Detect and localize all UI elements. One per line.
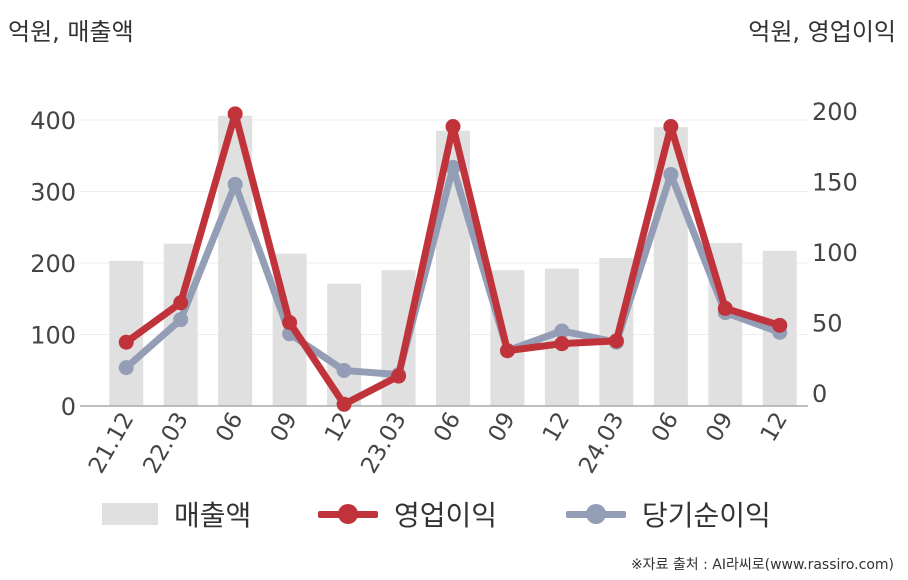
net-income-point xyxy=(118,360,134,376)
left-axis-tick-label: 400 xyxy=(30,107,76,135)
x-axis-tick-label: 06 xyxy=(647,408,684,446)
x-axis-tick-label: 06 xyxy=(211,408,248,446)
legend-item-net-income: 당기순이익 xyxy=(566,494,771,534)
left-axis-unit-label: 억원, 매출액 xyxy=(8,18,134,46)
right-axis-tick-label: 150 xyxy=(812,169,858,197)
operating-profit-point xyxy=(663,119,679,135)
operating-profit-point xyxy=(336,396,352,412)
right-axis-tick-label: 50 xyxy=(812,310,843,338)
x-axis-tick-label: 12 xyxy=(538,408,575,446)
net-income-point xyxy=(663,166,679,182)
legend-swatch-operating-profit xyxy=(318,500,378,528)
operating-profit-point xyxy=(445,119,461,135)
legend-label-operating-profit: 영업이익 xyxy=(394,499,498,532)
operating-profit-point xyxy=(118,334,134,350)
operating-profit-point xyxy=(173,295,189,311)
net-income-point xyxy=(227,176,243,192)
legend-item-revenue: 매출액 xyxy=(102,494,251,534)
x-axis-tick-label: 09 xyxy=(484,408,521,446)
x-axis-tick-label: 24.03 xyxy=(574,408,629,478)
operating-profit-point xyxy=(227,106,243,122)
x-axis-tick-label: 22.03 xyxy=(138,408,193,478)
left-axis-tick-label: 0 xyxy=(61,393,76,421)
right-axis-tick-label: 100 xyxy=(812,239,858,267)
left-axis-tick-label: 200 xyxy=(30,250,76,278)
right-axis-tick-label: 200 xyxy=(812,98,858,126)
legend-swatch-net-income xyxy=(566,500,626,528)
legend-swatch-revenue xyxy=(102,503,158,525)
net-income-point xyxy=(173,312,189,328)
legend-label-revenue: 매출액 xyxy=(174,499,252,532)
x-axis-tick-label: 21.12 xyxy=(84,408,139,478)
operating-profit-point xyxy=(772,317,788,333)
operating-profit-point xyxy=(554,336,570,352)
legend-label-net-income: 당기순이익 xyxy=(642,499,771,532)
x-axis-tick-label: 23.03 xyxy=(356,408,411,478)
operating-profit-point xyxy=(282,315,298,330)
left-axis-tick-label: 100 xyxy=(30,322,76,350)
x-axis-tick-label: 09 xyxy=(266,408,303,446)
operating-profit-point xyxy=(391,368,407,384)
right-axis-tick-label: 0 xyxy=(812,380,827,408)
left-axis-tick-label: 300 xyxy=(30,179,76,207)
right-axis-unit-label: 억원, 영업이익 xyxy=(748,18,896,46)
x-axis-tick-label: 06 xyxy=(429,408,466,446)
x-axis-tick-label: 09 xyxy=(701,408,738,446)
x-axis-tick-label: 12 xyxy=(756,408,793,446)
net-income-point xyxy=(336,362,352,378)
source-credit: ※자료 출처 : AI라씨로(www.rassiro.com) xyxy=(630,557,894,573)
operating-profit-point xyxy=(499,343,515,359)
net-income-point xyxy=(554,323,570,339)
operating-profit-point xyxy=(608,333,624,349)
x-axis-tick-label: 12 xyxy=(320,408,357,446)
operating-profit-point xyxy=(717,300,733,316)
net-income-point xyxy=(445,159,461,175)
combo-chart: 0 100 200 300 400 0 50 100 150 200 21.12 22.03 06 09 1… xyxy=(30,98,858,478)
legend-item-operating-profit: 영업이익 xyxy=(318,494,497,534)
